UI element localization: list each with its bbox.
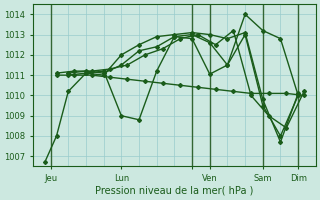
- X-axis label: Pression niveau de la mer( hPa ): Pression niveau de la mer( hPa ): [95, 186, 253, 196]
